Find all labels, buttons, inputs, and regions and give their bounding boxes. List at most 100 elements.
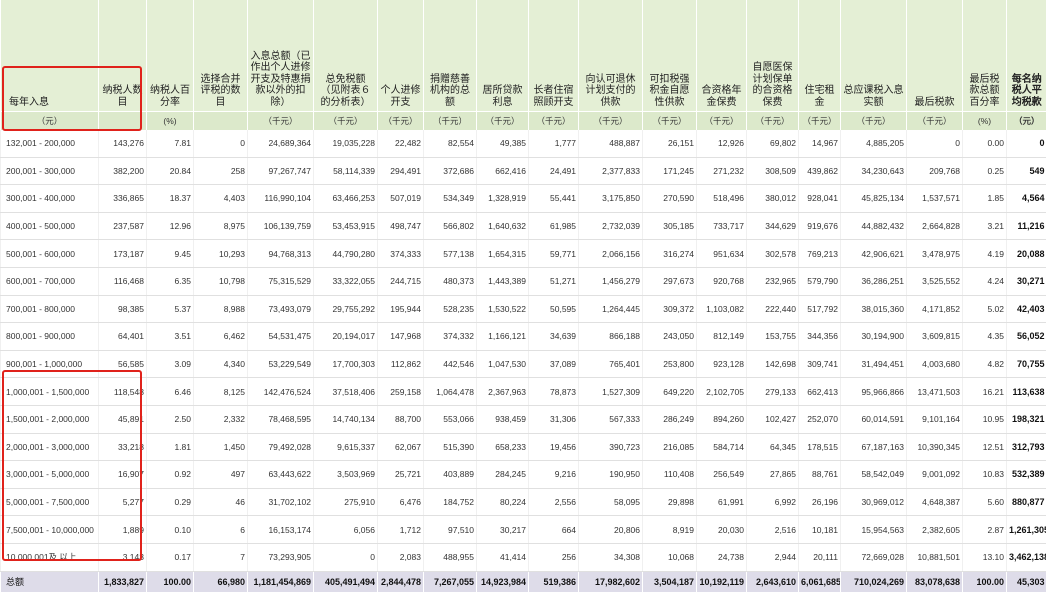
income-bracket-cell: 700,001 - 800,000 (1, 295, 99, 323)
table-cell: 1,640,632 (477, 212, 529, 240)
unit-cell: (%) (963, 112, 1007, 131)
table-cell: 24,738 (697, 543, 747, 571)
table-cell: 3.09 (147, 350, 194, 378)
total-cell: 66,980 (194, 571, 248, 592)
total-cell: 14,923,984 (477, 571, 529, 592)
table-cell: 29,755,292 (314, 295, 378, 323)
table-cell: 928,041 (799, 185, 841, 213)
table-cell: 0.29 (147, 488, 194, 516)
table-cell: 507,019 (378, 185, 424, 213)
table-cell: 16,907 (99, 461, 147, 489)
table-cell: 1,328,919 (477, 185, 529, 213)
table-cell: 1,777 (529, 130, 579, 157)
table-cell: 309,741 (799, 350, 841, 378)
table-cell: 31,702,102 (248, 488, 314, 516)
table-cell: 4,885,205 (841, 130, 907, 157)
col-header-final-tax: 最后税款 (907, 0, 963, 112)
table-cell: 534,349 (424, 185, 477, 213)
total-cell: 710,024,269 (841, 571, 907, 592)
table-cell: 372,686 (424, 157, 477, 185)
table-cell: 102,427 (747, 405, 799, 433)
table-cell: 33,322,055 (314, 267, 378, 295)
table-cell: 305,185 (643, 212, 697, 240)
table-cell: 2,102,705 (697, 378, 747, 406)
total-cell: 2,643,610 (747, 571, 799, 592)
table-cell: 31,494,451 (841, 350, 907, 378)
table-cell: 6.46 (147, 378, 194, 406)
table-cell: 55,441 (529, 185, 579, 213)
table-cell: 1.85 (963, 185, 1007, 213)
table-cell: 82,554 (424, 130, 477, 157)
income-bracket-cell: 132,001 - 200,000 (1, 130, 99, 157)
table-cell: 4.35 (963, 323, 1007, 351)
table-cell: 374,333 (378, 240, 424, 268)
table-cell: 62,067 (378, 433, 424, 461)
table-cell: 70,755 (1007, 350, 1046, 378)
table-cell: 3,478,975 (907, 240, 963, 268)
unit-cell: （千元） (799, 112, 841, 131)
table-cell: 566,802 (424, 212, 477, 240)
table-cell: 51,271 (529, 267, 579, 295)
table-cell: 53,453,915 (314, 212, 378, 240)
table-cell: 20,088 (1007, 240, 1046, 268)
table-cell: 3,462,138 (1007, 543, 1046, 571)
table-cell: 64,401 (99, 323, 147, 351)
table-cell: 3,175,850 (579, 185, 643, 213)
table-cell: 553,066 (424, 405, 477, 433)
table-cell: 1,103,082 (697, 295, 747, 323)
table-cell: 515,390 (424, 433, 477, 461)
col-header-net-chargeable: 总应课税入息实额 (841, 0, 907, 112)
table-cell: 2.87 (963, 516, 1007, 544)
col-header-income: 每年入息 (1, 0, 99, 112)
table-cell: 1,443,389 (477, 267, 529, 295)
table-cell: 73,293,905 (248, 543, 314, 571)
table-cell: 344,629 (747, 212, 799, 240)
table-cell: 41,414 (477, 543, 529, 571)
unit-cell: （千元） (643, 112, 697, 131)
table-cell: 9,101,164 (907, 405, 963, 433)
table-cell: 2,732,039 (579, 212, 643, 240)
table-cell: 10,390,345 (907, 433, 963, 461)
table-cell: 4.19 (963, 240, 1007, 268)
table-cell: 4,648,387 (907, 488, 963, 516)
table-cell: 58,542,049 (841, 461, 907, 489)
table-cell: 80,224 (477, 488, 529, 516)
total-cell: 519,386 (529, 571, 579, 592)
table-cell: 279,133 (747, 378, 799, 406)
table-cell: 49,385 (477, 130, 529, 157)
table-cell: 42,906,621 (841, 240, 907, 268)
income-bracket-cell: 900,001 - 1,000,000 (1, 350, 99, 378)
total-cell: 1,833,827 (99, 571, 147, 592)
table-cell: 920,768 (697, 267, 747, 295)
table-cell: 98,385 (99, 295, 147, 323)
unit-cell: （千元） (529, 112, 579, 131)
table-cell: 253,800 (643, 350, 697, 378)
unit-cell: （千元） (907, 112, 963, 131)
table-cell: 6,056 (314, 516, 378, 544)
table-cell: 16,153,174 (248, 516, 314, 544)
table-cell: 14,740,134 (314, 405, 378, 433)
table-cell: 2,556 (529, 488, 579, 516)
table-cell: 75,315,529 (248, 267, 314, 295)
table-cell: 312,793 (1007, 433, 1046, 461)
table-cell: 190,950 (579, 461, 643, 489)
table-cell: 1.81 (147, 433, 194, 461)
table-cell: 17,700,303 (314, 350, 378, 378)
col-header-donations: 捐赠慈善机构的总额 (424, 0, 477, 112)
table-cell: 237,587 (99, 212, 147, 240)
table-cell: 8,125 (194, 378, 248, 406)
table-cell: 20.84 (147, 157, 194, 185)
unit-cell: （千元） (747, 112, 799, 131)
table-cell: 63,443,622 (248, 461, 314, 489)
table-cell: 27,865 (747, 461, 799, 489)
table-cell: 4,403 (194, 185, 248, 213)
table-cell: 733,717 (697, 212, 747, 240)
unit-cell: （千元） (424, 112, 477, 131)
table-cell: 45,891 (99, 405, 147, 433)
table-cell: 380,012 (747, 185, 799, 213)
table-cell: 919,676 (799, 212, 841, 240)
total-cell: 405,491,494 (314, 571, 378, 592)
table-cell: 442,546 (424, 350, 477, 378)
